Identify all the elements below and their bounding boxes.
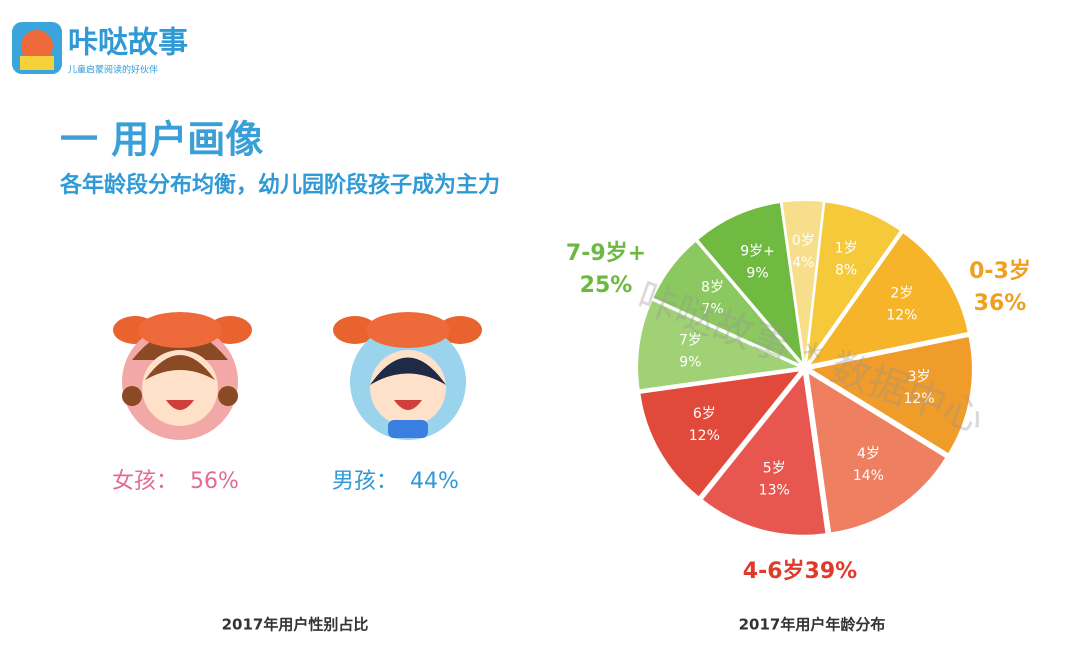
- slice-category: 6岁: [693, 406, 716, 422]
- group-annotation: 7-9岁+: [566, 240, 646, 266]
- slice-value: 12%: [689, 428, 720, 444]
- pie-slice: [807, 202, 900, 362]
- slice-category: 1岁: [835, 241, 858, 257]
- slice-value: 8%: [835, 263, 857, 279]
- gender-value: 44%: [410, 469, 459, 494]
- subtitle: 各年龄段分布均衡，幼儿园阶段孩子成为主力: [59, 172, 500, 198]
- pie-slice: [653, 241, 800, 364]
- group-annotation: 0-3岁: [969, 258, 1031, 284]
- slice-value: 7%: [701, 301, 723, 317]
- pie-slice: [702, 374, 826, 535]
- caption: 2017年用户性别占比: [222, 616, 369, 634]
- pie-slice: [810, 233, 968, 365]
- gender-label: 男孩：: [332, 469, 398, 494]
- slice-value: 12%: [903, 391, 934, 407]
- pie-slice: [638, 300, 799, 390]
- slice-value: 12%: [886, 308, 917, 324]
- girl-avatar: [113, 312, 252, 440]
- brand: 咔哒故事: [68, 26, 188, 61]
- gender-value: 56%: [190, 469, 239, 494]
- title: 一 用户画像: [60, 118, 263, 162]
- slice-category: 7岁: [679, 332, 702, 348]
- pie-slice: [698, 203, 803, 362]
- pie-slice: [808, 373, 946, 533]
- slice-value: 9%: [746, 265, 768, 281]
- gender-label: 女孩：: [112, 469, 178, 494]
- slice-value: 13%: [759, 483, 790, 499]
- slice-category: 0岁: [792, 233, 815, 249]
- slice-value: 9%: [679, 354, 701, 370]
- boy-avatar: [333, 312, 482, 440]
- group-annotation: 25%: [580, 273, 633, 298]
- slice-category: 9岁+: [740, 243, 775, 259]
- slice-category: 3岁: [908, 369, 931, 385]
- group-annotation: 4-6岁39%: [743, 558, 857, 584]
- slice-category: 4岁: [857, 446, 880, 462]
- slice-value: 4%: [792, 255, 814, 271]
- slice-category: 5岁: [763, 461, 786, 477]
- slice-category: 2岁: [890, 286, 913, 302]
- pie-slice: [782, 201, 823, 362]
- slice-value: 14%: [853, 468, 884, 484]
- logo-crab: [21, 30, 53, 62]
- caption: 2017年用户年龄分布: [739, 616, 886, 634]
- group-annotation: 36%: [974, 291, 1027, 316]
- pie-slice: [640, 371, 799, 497]
- slice-category: 8岁: [701, 279, 724, 295]
- tagline: 儿童启蒙阅读的好伙伴: [68, 64, 158, 76]
- logo-book: [20, 56, 54, 70]
- pie-slice: [811, 337, 972, 454]
